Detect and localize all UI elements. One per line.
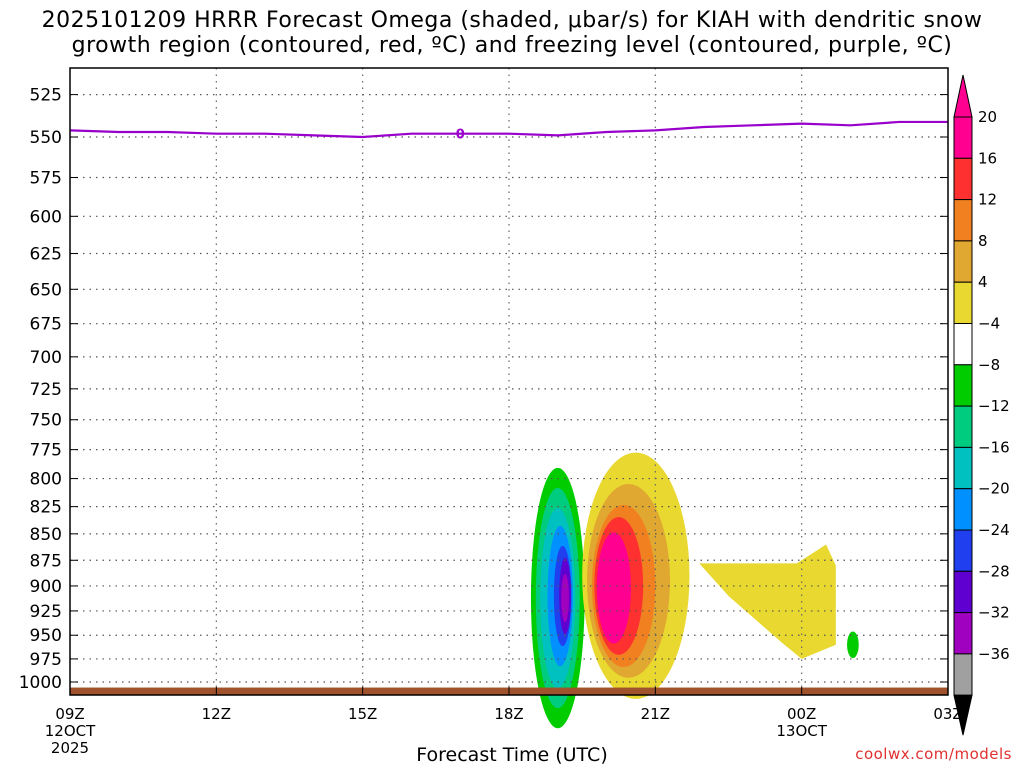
colorbar-swatch-12 [953, 612, 973, 655]
freezing-level-label: 0 [456, 128, 465, 143]
gridlines [70, 68, 948, 695]
y-tick-label-1000: 1000 [19, 673, 62, 693]
colorbar-label-6: −8 [978, 356, 1000, 374]
colorbar-label-7: −12 [978, 397, 1010, 415]
freezing-level-layer: 0 [69, 120, 948, 143]
x-tick-label-15Z: 15Z [348, 705, 377, 723]
colorbar-label-5: −4 [978, 315, 1000, 333]
omega-contour-ascent-32 [561, 574, 569, 623]
y-tick-label-675: 675 [30, 315, 62, 335]
y-tick-label-900: 900 [30, 577, 62, 597]
colorbar-swatch-0 [953, 116, 973, 159]
colorbar-swatch-2 [953, 199, 973, 242]
colorbar-swatch-7 [953, 405, 973, 448]
colorbar-label-1: 16 [978, 149, 997, 167]
colorbar-swatch-6 [953, 364, 973, 407]
colorbar-top-arrow [953, 74, 973, 118]
colorbar-bottom-arrow [953, 694, 973, 736]
x-tick-date-00Z: 13OCT [776, 722, 827, 740]
colorbar-label-8: −16 [978, 438, 1010, 456]
colorbar-swatch-13 [953, 653, 973, 696]
x-axis-title: Forecast Time (UTC) [416, 744, 608, 766]
x-tick-label-09Z: 09Z [55, 705, 84, 723]
y-tick-label-725: 725 [30, 380, 62, 400]
omega-shading-layer [530, 452, 859, 729]
watermark: coolwx.com/models [855, 745, 1012, 763]
colorbar-label-2: 12 [978, 191, 997, 209]
y-tick-label-600: 600 [30, 207, 62, 227]
y-tick-label-700: 700 [30, 348, 62, 368]
x-tick-date-09Z: 12OCT [45, 722, 96, 740]
y-tick-label-525: 525 [30, 86, 62, 106]
colorbar-swatch-8 [953, 446, 973, 490]
y-tick-label-825: 825 [30, 498, 62, 518]
x-tick-label-21Z: 21Z [641, 705, 670, 723]
y-tick-label-925: 925 [30, 602, 62, 622]
colorbar-swatch-3 [953, 240, 973, 283]
colorbar-swatch-1 [953, 157, 973, 201]
colorbar-label-3: 8 [978, 232, 988, 250]
y-tick-label-800: 800 [30, 470, 62, 490]
colorbar-label-0: 20 [978, 108, 997, 126]
x-tick-year-09Z: 2025 [51, 739, 89, 757]
y-tick-label-975: 975 [30, 650, 62, 670]
colorbar-label-12: −32 [978, 604, 1010, 622]
y-tick-label-575: 575 [30, 169, 62, 189]
omega-contour-descent-tail [699, 544, 836, 659]
y-tick-label-950: 950 [30, 626, 62, 646]
y-tick-label-875: 875 [30, 551, 62, 571]
colorbar-swatch-11 [953, 570, 973, 614]
colorbar-label-9: −20 [978, 480, 1010, 498]
colorbar-label-10: −24 [978, 521, 1010, 539]
y-tick-label-850: 850 [30, 525, 62, 545]
colorbar: 20 16 12 8 4 −4 −8 −12 −16 −20 −24 −28 −32 −36 [953, 74, 1010, 736]
colorbar-label-4: 4 [978, 273, 988, 291]
y-tick-label-650: 650 [30, 280, 62, 300]
x-tick-label-00Z: 00Z [787, 705, 816, 723]
y-tick-label-750: 750 [30, 411, 62, 431]
colorbar-swatch-10 [953, 529, 973, 572]
colorbar-swatch-4 [953, 281, 973, 325]
y-tick-label-775: 775 [30, 441, 62, 461]
colorbar-label-11: −28 [978, 562, 1010, 580]
freezing-level-line [69, 120, 948, 139]
chart-title-line1: 2025101209 HRRR Forecast Omega (shaded, … [41, 8, 983, 33]
x-tick-label-18Z: 18Z [494, 705, 523, 723]
colorbar-label-13: −36 [978, 645, 1010, 663]
y-tick-label-625: 625 [30, 245, 62, 265]
y-tick-label-550: 550 [30, 128, 62, 148]
omega-contour-small-ascent [847, 631, 859, 659]
x-tick-label-12Z: 12Z [202, 705, 231, 723]
colorbar-swatch-9 [953, 488, 973, 531]
x-tick-label-03Z: 03Z [933, 705, 962, 723]
omega-contour-descent-20 [596, 532, 631, 644]
colorbar-swatch-5 [953, 323, 973, 366]
y-axis: 525 550 575 600 625 650 675 700 725 750 775 800 825 8… [19, 86, 948, 693]
chart-title-line2: growth region (contoured, red, ºC) and f… [71, 33, 953, 58]
